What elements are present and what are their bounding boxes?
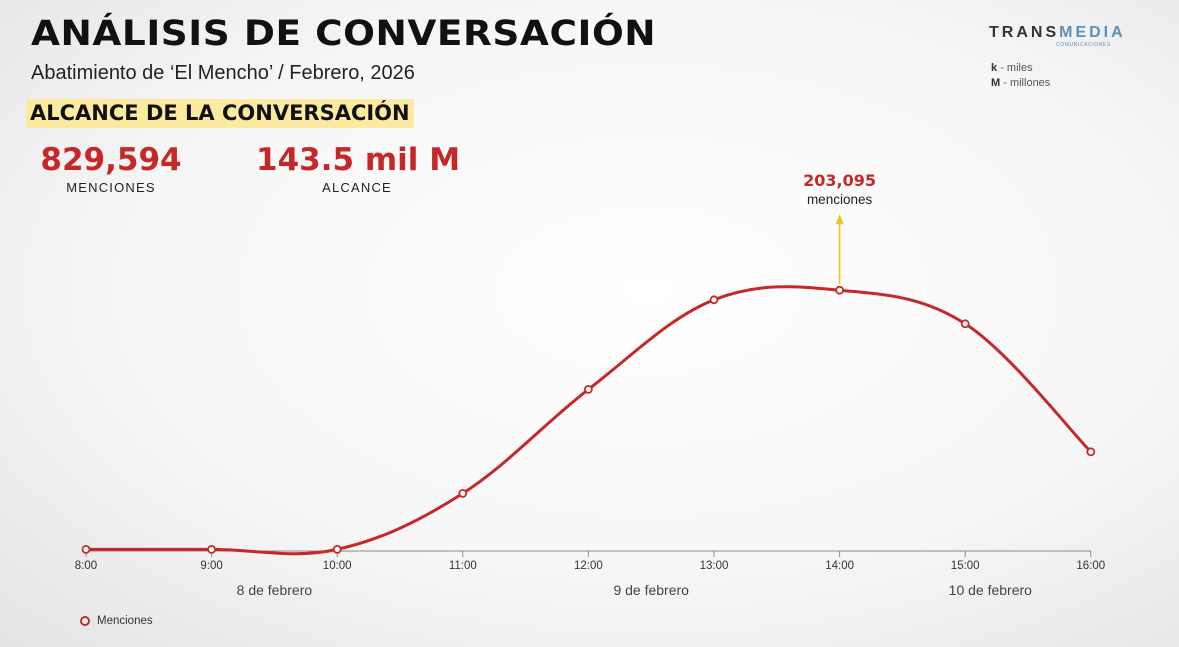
series-line-menciones — [84, 285, 1093, 556]
data-point — [835, 285, 844, 295]
legend-marker-icon — [80, 616, 90, 626]
kpi-mentions: 829,594 MENCIONES — [38, 142, 184, 195]
page-subtitle: Abatimiento de ‘El Mencho’ / Febrero, 20… — [31, 62, 415, 84]
chart-legend: Menciones — [80, 615, 153, 627]
kpi-reach-label: ALCANCE — [322, 180, 392, 195]
data-point — [207, 545, 217, 554]
day-group-label: 8 de febrero — [237, 582, 313, 598]
units-k-text: - miles — [1000, 62, 1033, 74]
x-tick-label: 16:00 — [1076, 560, 1105, 572]
annotation-value: 203,095 — [803, 171, 876, 190]
day-group-label: 9 de febrero — [613, 582, 689, 598]
brand-logo-part1: TRANS — [989, 24, 1060, 41]
x-tick-label: 8:00 — [75, 560, 97, 572]
units-m-key: M — [991, 77, 1001, 89]
units-legend: k - miles M - millones — [991, 61, 1050, 91]
brand-logo-part2: MEDIA — [1059, 24, 1126, 41]
data-point — [458, 488, 468, 498]
units-m: M - millones — [991, 76, 1050, 91]
x-tick-label: 15:00 — [951, 560, 980, 572]
kpi-mentions-label: MENCIONES — [66, 180, 156, 195]
brand-logo: TRANSMEDIA — [989, 24, 1126, 42]
kpi-mentions-value: 829,594 — [40, 142, 182, 178]
data-point — [332, 545, 342, 554]
annotation-arrow-head-icon — [835, 214, 844, 225]
brand-logo-sub: COMUNICACIONES — [1056, 42, 1111, 48]
units-k: k - miles — [991, 61, 1050, 76]
data-point — [1086, 447, 1096, 457]
section-label: ALCANCE DE LA CONVERSACIÓN — [26, 99, 414, 128]
legend-label: Menciones — [97, 615, 153, 627]
x-tick-label: 14:00 — [825, 560, 854, 572]
x-tick-label: 13:00 — [700, 560, 729, 572]
x-tick-label: 11:00 — [449, 560, 477, 572]
data-point — [81, 545, 91, 554]
day-group-label: 10 de febrero — [949, 582, 1032, 598]
kpi-reach-value: 143.5 mil M — [256, 142, 461, 178]
kpi-reach: 143.5 mil M ALCANCE — [256, 142, 461, 195]
annotation-label: menciones — [807, 192, 873, 207]
x-tick-label: 12:00 — [574, 560, 603, 572]
units-k-key: k — [991, 62, 998, 74]
x-tick-label: 10:00 — [323, 560, 352, 572]
data-point — [709, 295, 719, 305]
units-m-text: - millones — [1003, 77, 1051, 89]
data-point — [584, 384, 593, 394]
page-title: ANÁLISIS DE CONVERSACIÓN — [31, 14, 657, 54]
x-tick-label: 9:00 — [200, 560, 222, 572]
data-point — [960, 319, 970, 329]
